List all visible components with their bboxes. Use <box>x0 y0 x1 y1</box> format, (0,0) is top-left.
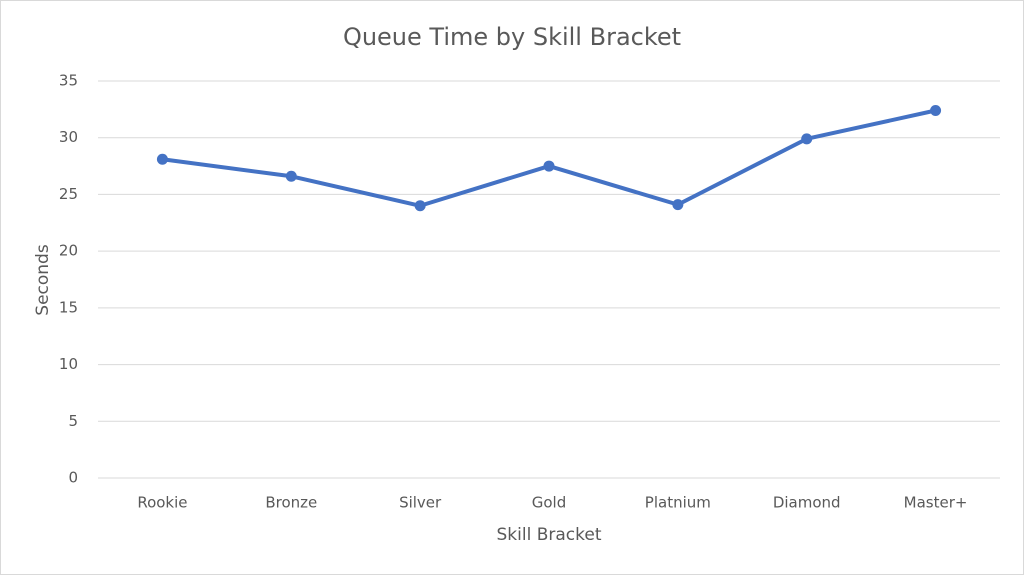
data-point <box>930 104 942 116</box>
data-point <box>543 160 555 172</box>
y-tick-label: 35 <box>59 72 78 90</box>
y-tick-label: 25 <box>59 185 78 203</box>
y-tick-label: 10 <box>59 355 78 373</box>
y-tick-label: 0 <box>68 469 78 487</box>
x-tick-label: Rookie <box>137 494 187 512</box>
x-tick-label: Silver <box>399 494 442 512</box>
data-point <box>801 133 813 145</box>
x-tick-label: Master+ <box>904 494 968 512</box>
x-tick-label: Gold <box>532 494 567 512</box>
y-tick-label: 5 <box>68 412 78 430</box>
y-tick-label: 15 <box>59 298 78 316</box>
y-axis-title: Seconds <box>33 244 53 316</box>
x-tick-label: Bronze <box>265 494 317 512</box>
x-tick-label: Diamond <box>773 494 841 512</box>
y-tick-label: 30 <box>59 128 78 146</box>
x-tick-label: Platnium <box>645 494 711 512</box>
chart-title: Queue Time by Skill Bracket <box>343 23 681 51</box>
data-point <box>285 170 297 182</box>
x-axis-title: Skill Bracket <box>497 525 602 545</box>
data-point <box>414 200 426 212</box>
y-tick-label: 20 <box>59 242 78 260</box>
data-point <box>156 153 168 165</box>
data-point <box>672 199 684 211</box>
